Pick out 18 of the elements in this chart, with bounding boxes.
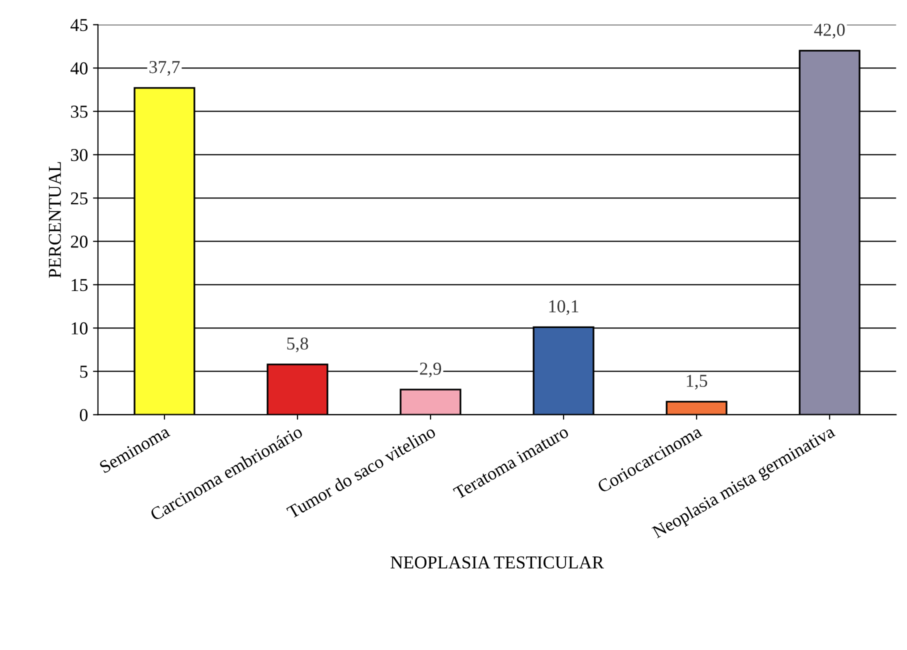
y-tick-label: 35: [71, 106, 88, 118]
data-label: 2,9: [420, 362, 442, 378]
y-tick-label: 15: [72, 279, 88, 292]
data-label: 10,1: [549, 300, 578, 315]
y-tick-label: 10: [72, 322, 88, 334]
data-label: 42,0: [814, 24, 845, 39]
y-tick-label: 40: [70, 62, 88, 74]
data-label: 5,8: [287, 337, 308, 352]
y-tick-label: 0: [80, 408, 88, 422]
y-axis-title: PERCENTUAL: [48, 162, 61, 278]
x-axis-title: NEOPLASIA TESTICULAR: [390, 556, 604, 569]
data-label: 37,7: [150, 61, 180, 76]
y-tick-label: 5: [80, 366, 88, 378]
y-tick-label: 45: [70, 19, 88, 32]
y-tick-label: 30: [71, 148, 88, 162]
data-label: 1,5: [686, 374, 708, 390]
y-tick-label: 20: [70, 236, 88, 248]
y-tick-label: 25: [70, 192, 88, 204]
